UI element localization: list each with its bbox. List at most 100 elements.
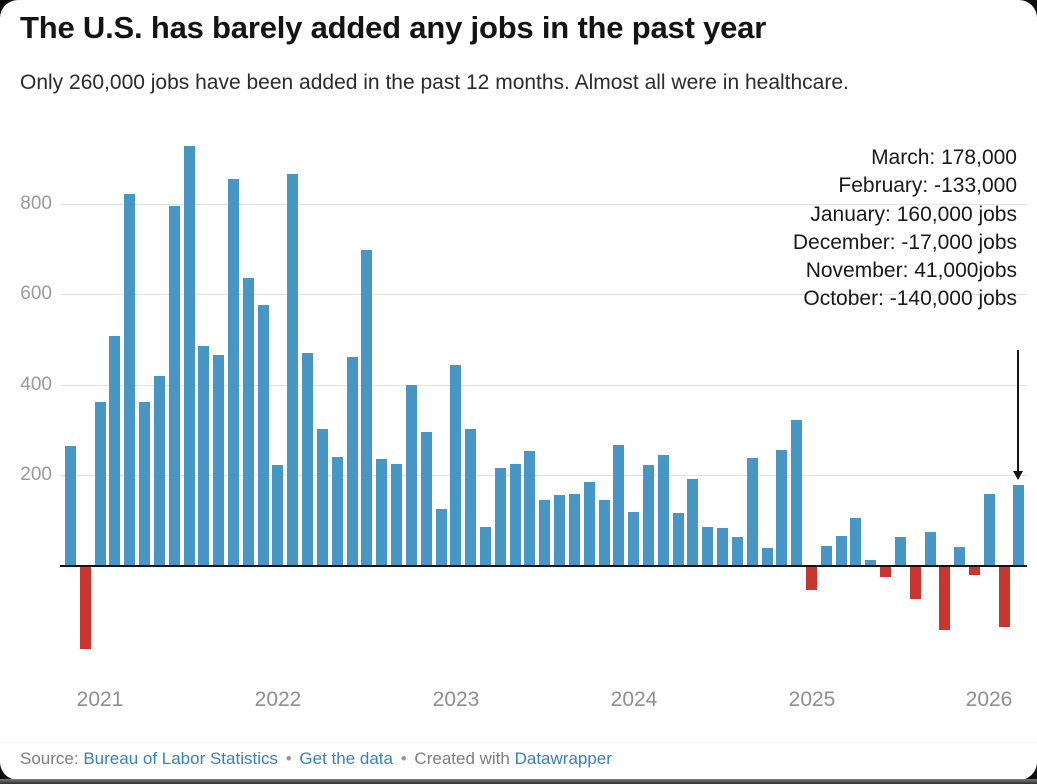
bar-mar-2024 <box>658 455 669 566</box>
bar-mar-2026 <box>1013 485 1024 566</box>
bar-jul-2021 <box>184 146 195 566</box>
bar-apr-2023 <box>495 468 506 566</box>
bar-dec-2024 <box>791 420 802 566</box>
y-axis-label-400: 400 <box>20 374 52 395</box>
bar-mar-2025 <box>836 536 847 566</box>
bar-may-2022 <box>332 457 343 566</box>
bar-jul-2022 <box>361 250 372 566</box>
bar-oct-2022 <box>406 385 417 566</box>
bar-jan-2023 <box>450 365 461 566</box>
footer-divider <box>0 742 1037 743</box>
bar-aug-2023 <box>554 495 565 566</box>
x-axis-zero-line <box>60 565 1027 567</box>
y-axis-label-200: 200 <box>20 464 52 485</box>
bar-mar-2022 <box>302 353 313 566</box>
annotation-arrow <box>1013 350 1023 481</box>
bar-jun-2024 <box>702 527 713 566</box>
bar-may-2025 <box>865 560 876 566</box>
arrow-head-icon <box>1013 471 1023 480</box>
bar-feb-2023 <box>465 429 476 566</box>
annotation-line: October: -140,000 jobs <box>803 287 1017 311</box>
annotation-line: March: 178,000 <box>871 146 1017 169</box>
gridline-200 <box>60 475 1027 476</box>
x-axis-label-2026: 2026 <box>965 688 1013 711</box>
bar-mar-2021 <box>124 194 135 566</box>
bar-jan-2024 <box>628 512 639 566</box>
bar-jan-2022 <box>272 465 283 566</box>
footer-separator: • <box>400 749 407 768</box>
bar-sep-2023 <box>569 494 580 566</box>
bar-may-2024 <box>687 479 698 566</box>
bar-apr-2022 <box>317 429 328 566</box>
bar-chart: 200 400 600 800 2021 2022 2023 2024 2025 2026 Ma… <box>20 144 1027 711</box>
bar-apr-2025 <box>850 518 861 566</box>
gridline-800 <box>60 204 1027 205</box>
bar-jan-2026 <box>984 494 995 566</box>
bar-feb-2021 <box>109 336 120 566</box>
datawrapper-link[interactable]: Datawrapper <box>514 749 612 768</box>
bar-jun-2022 <box>347 357 358 566</box>
annotation-line: February: -133,000 <box>838 174 1017 198</box>
chart-title: The U.S. has barely added any jobs in th… <box>20 10 767 45</box>
bar-aug-2025 <box>910 567 921 599</box>
gridline-400 <box>60 385 1027 386</box>
bar-jul-2025 <box>895 537 906 566</box>
footer: Source: Bureau of Labor Statistics • Get… <box>20 749 1020 769</box>
bar-jun-2023 <box>524 451 535 566</box>
annotation-recent-months: March: 178,000 February: -133,000 January:… <box>793 144 1017 314</box>
annotation-line: November: 41,000jobs <box>805 259 1017 283</box>
bar-dec-2021 <box>258 305 269 566</box>
bar-jun-2025 <box>880 567 891 577</box>
bar-dec-2020 <box>80 567 91 649</box>
x-axis-label-2021: 2021 <box>76 688 124 711</box>
bar-feb-2026 <box>999 567 1010 627</box>
bar-sep-2022 <box>391 464 402 566</box>
bar-nov-2021 <box>243 278 254 566</box>
bar-sep-2025 <box>925 532 936 566</box>
gridline-600 <box>60 294 1027 295</box>
bar-may-2023 <box>510 464 521 566</box>
bar-jan-2025 <box>806 567 817 590</box>
bar-nov-2024 <box>776 450 787 566</box>
source-label: Source: <box>20 749 79 768</box>
bar-sep-2024 <box>747 458 758 566</box>
x-axis-label-2024: 2024 <box>610 688 658 711</box>
bar-apr-2021 <box>139 402 150 566</box>
x-axis-label-2023: 2023 <box>432 688 480 711</box>
bar-jul-2023 <box>539 500 550 566</box>
bar-aug-2021 <box>198 346 209 566</box>
bar-jun-2021 <box>169 206 180 566</box>
bar-dec-2022 <box>436 509 447 566</box>
bar-dec-2023 <box>613 445 624 566</box>
annotation-line: December: -17,000 jobs <box>792 230 1017 254</box>
bar-mar-2023 <box>480 527 491 566</box>
y-axis-label-800: 800 <box>20 193 52 214</box>
bar-nov-2025 <box>954 547 965 566</box>
created-with-label: Created with <box>414 749 510 768</box>
footer-separator: • <box>285 749 292 768</box>
bar-feb-2025 <box>821 546 832 566</box>
chart-subtitle: Only 260,000 jobs have been added in the… <box>20 71 849 94</box>
bar-jan-2021 <box>95 402 106 566</box>
bar-oct-2025 <box>939 567 950 630</box>
bar-aug-2022 <box>376 459 387 566</box>
bar-dec-2025 <box>969 567 980 575</box>
x-axis-label-2025: 2025 <box>788 688 836 711</box>
bar-jul-2024 <box>717 528 728 566</box>
bar-oct-2023 <box>584 482 595 566</box>
source-link[interactable]: Bureau of Labor Statistics <box>83 749 278 768</box>
arrow-line <box>1017 350 1019 472</box>
x-axis-label-2022: 2022 <box>254 688 302 711</box>
bar-feb-2024 <box>643 465 654 566</box>
bar-nov-2020 <box>65 446 76 566</box>
bar-sep-2021 <box>213 355 224 566</box>
bar-may-2021 <box>154 376 165 566</box>
screenshot-bottom-edge <box>0 779 1037 784</box>
annotation-line: January: 160,000 jobs <box>810 202 1017 226</box>
get-the-data-link[interactable]: Get the data <box>299 749 393 768</box>
bar-oct-2021 <box>228 179 239 566</box>
y-axis-label-600: 600 <box>20 283 52 304</box>
bar-feb-2022 <box>287 174 298 566</box>
bar-apr-2024 <box>673 513 684 566</box>
